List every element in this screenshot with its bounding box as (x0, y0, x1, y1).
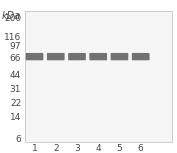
Text: 3: 3 (74, 144, 80, 153)
Text: 66: 66 (10, 54, 21, 63)
Text: 200: 200 (4, 14, 21, 23)
FancyBboxPatch shape (26, 53, 43, 60)
FancyBboxPatch shape (47, 53, 65, 60)
Text: 14: 14 (10, 113, 21, 121)
FancyBboxPatch shape (132, 53, 150, 60)
Text: 44: 44 (10, 71, 21, 80)
FancyBboxPatch shape (68, 53, 86, 60)
Text: 1: 1 (32, 144, 37, 153)
Text: 116: 116 (4, 33, 21, 42)
Bar (25, 11, 172, 142)
Text: kDa: kDa (2, 11, 21, 21)
Text: 6: 6 (138, 144, 144, 153)
Bar (25, 11, 172, 142)
Text: 5: 5 (117, 144, 122, 153)
Text: 31: 31 (10, 85, 21, 94)
Text: 4: 4 (95, 144, 101, 153)
Text: 22: 22 (10, 99, 21, 108)
FancyBboxPatch shape (111, 53, 128, 60)
Text: 2: 2 (53, 144, 59, 153)
Text: 6: 6 (16, 135, 21, 144)
Text: 97: 97 (10, 42, 21, 51)
FancyBboxPatch shape (89, 53, 107, 60)
